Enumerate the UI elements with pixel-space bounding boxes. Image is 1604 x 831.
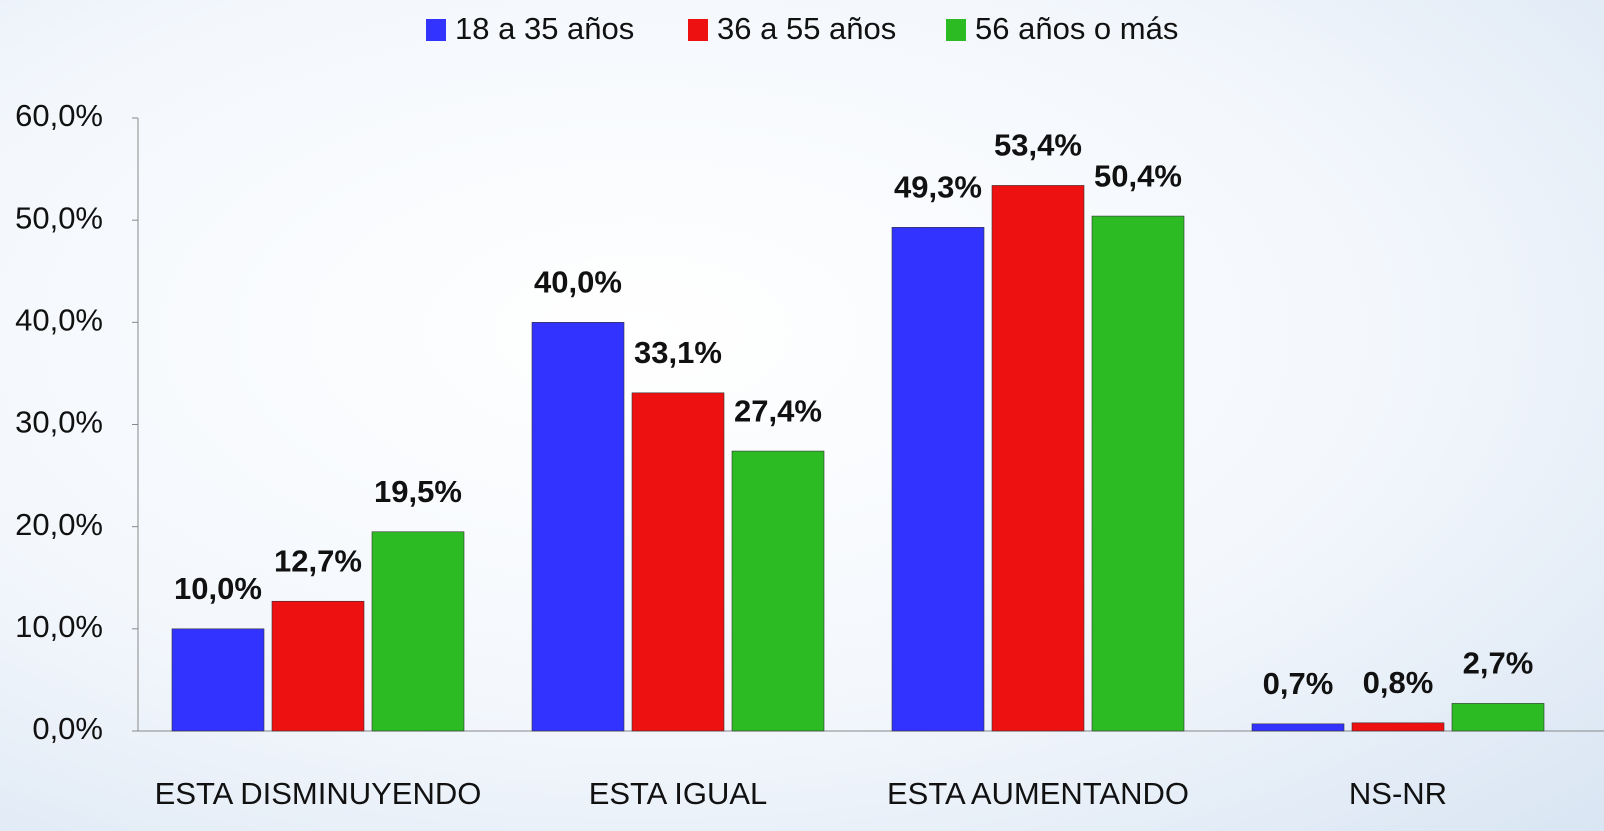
x-tick-label: ESTA AUMENTANDO — [887, 776, 1189, 811]
data-label: 33,1% — [634, 335, 722, 370]
bar — [631, 392, 725, 732]
x-tick-label: ESTA IGUAL — [589, 776, 768, 811]
y-tick-label: 50,0% — [15, 200, 103, 235]
data-label: 50,4% — [1094, 158, 1182, 193]
bar — [171, 628, 265, 732]
data-label: 27,4% — [734, 393, 822, 428]
y-tick-label: 10,0% — [15, 609, 103, 644]
y-tick-label: 30,0% — [15, 405, 103, 440]
data-label: 53,4% — [994, 128, 1082, 163]
bar — [531, 322, 625, 732]
data-label: 10,0% — [174, 571, 262, 606]
bar — [1351, 722, 1445, 732]
legend-label: 18 a 35 años — [455, 11, 634, 46]
x-tick-label: NS-NR — [1349, 776, 1447, 811]
bar — [371, 531, 465, 732]
bar — [731, 450, 825, 732]
bar — [1091, 215, 1185, 732]
data-label: 49,3% — [894, 170, 982, 205]
data-label: 19,5% — [374, 474, 462, 509]
legend-swatch — [688, 19, 708, 41]
legend-label: 36 a 55 años — [717, 11, 896, 46]
legend-label: 56 años o más — [975, 11, 1178, 46]
y-tick-label: 40,0% — [15, 303, 103, 338]
data-label: 2,7% — [1463, 646, 1534, 681]
y-tick-label: 60,0% — [15, 98, 103, 133]
legend-swatch — [426, 19, 446, 41]
y-tick-label: 0,0% — [32, 711, 103, 746]
data-label: 0,8% — [1363, 665, 1434, 700]
x-tick-label: ESTA DISMINUYENDO — [155, 776, 482, 811]
bar — [891, 227, 985, 732]
legend-swatch — [946, 19, 966, 41]
bar — [1251, 723, 1345, 732]
y-tick-label: 20,0% — [15, 507, 103, 542]
bar — [991, 185, 1085, 732]
data-label: 12,7% — [274, 543, 362, 578]
data-label: 0,7% — [1263, 666, 1334, 701]
bar — [1451, 703, 1545, 732]
data-label: 40,0% — [534, 265, 622, 300]
bar — [271, 600, 365, 732]
